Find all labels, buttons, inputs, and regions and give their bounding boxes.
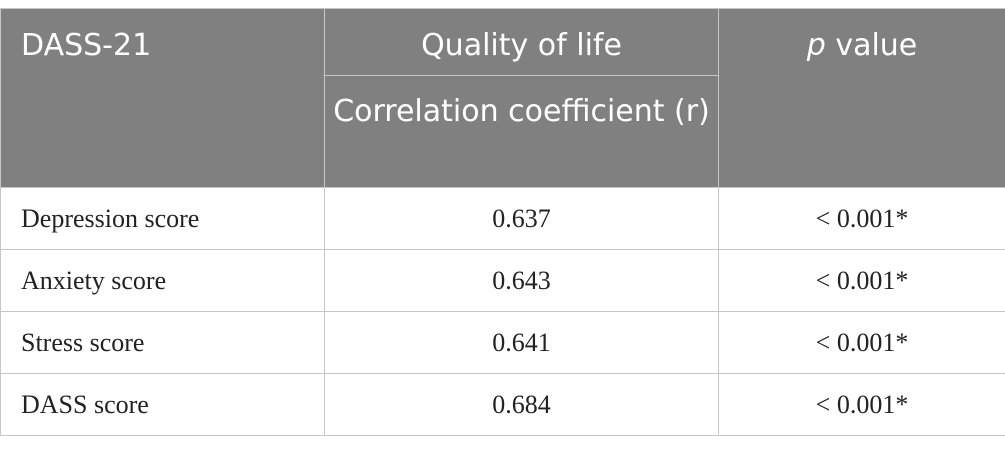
row-label: Depression score: [0, 187, 325, 250]
row-label: Anxiety score: [0, 249, 325, 312]
header-p-rest: value: [825, 28, 918, 63]
p-value: < 0.001*: [718, 373, 1005, 436]
correlation-value: 0.643: [324, 249, 719, 312]
table-row: Depression score 0.637 < 0.001*: [0, 187, 1005, 250]
header-dass21: DASS-21: [0, 8, 325, 188]
table-row: Stress score 0.641 < 0.001*: [0, 311, 1005, 374]
correlation-value: 0.641: [324, 311, 719, 374]
header-row-1: DASS-21 Quality of life p value: [0, 8, 1005, 188]
correlation-value: 0.684: [324, 373, 719, 436]
p-value: < 0.001*: [718, 249, 1005, 312]
table-row: DASS score 0.684 < 0.001*: [0, 373, 1005, 436]
table-row: Anxiety score 0.643 < 0.001*: [0, 249, 1005, 312]
p-value: < 0.001*: [718, 187, 1005, 250]
row-label: DASS score: [0, 373, 325, 436]
row-label: Stress score: [0, 311, 325, 374]
header-row-2: Correlation coefficient (r): [1, 75, 1005, 188]
header-p-italic: p: [806, 28, 826, 63]
correlation-table: DASS-21 Quality of life p value Correlat…: [0, 8, 1005, 436]
header-quality-of-life: Quality of life: [324, 8, 719, 76]
header-correlation-coefficient: Correlation coefficient (r): [324, 75, 719, 188]
p-value: < 0.001*: [718, 311, 1005, 374]
correlation-value: 0.637: [324, 187, 719, 250]
header-p-value: p value: [718, 8, 1005, 188]
